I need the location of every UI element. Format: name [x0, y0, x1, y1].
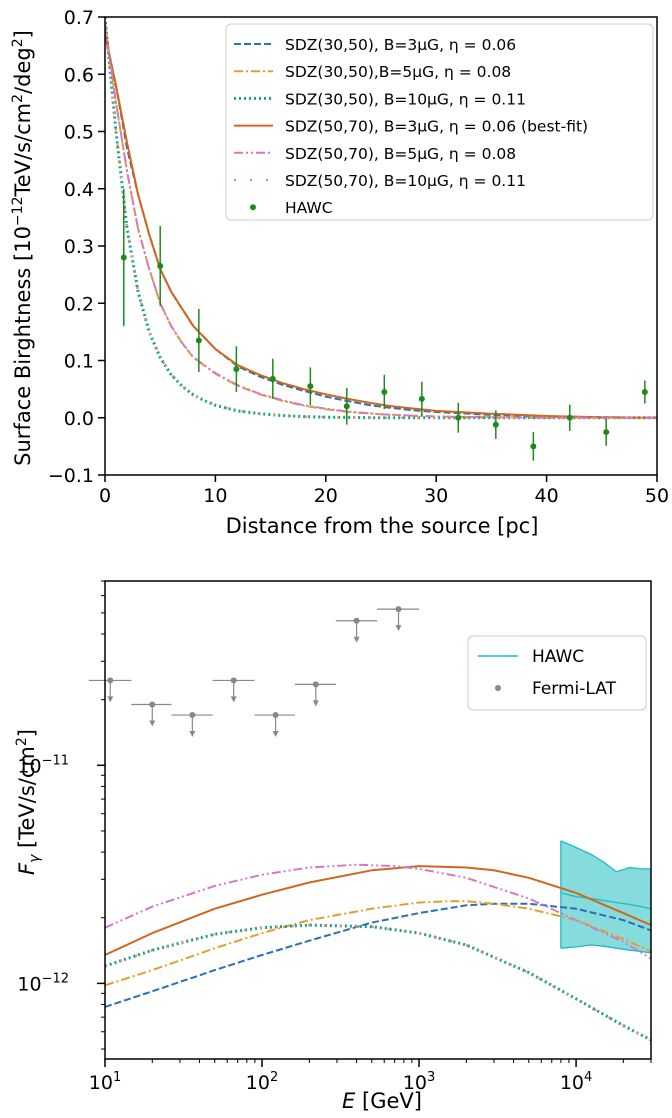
fermi-data-point: [353, 617, 360, 624]
hawc-data-point: [307, 383, 314, 390]
bottom-x-tick-label: 101: [89, 1070, 121, 1094]
top-y-tick-label: 0.7: [64, 7, 94, 29]
fermi-arrow-head: [272, 731, 279, 738]
bottom-curve-3: [105, 865, 651, 956]
flux-spectrum-panel: 101 102 103 104 10−12 10−11 HAWC Fermi-LAT E …: [14, 580, 652, 1113]
legend-series-label: SDZ(30,50),B=5μG, η = 0.08: [285, 63, 511, 81]
top-curve-2: [105, 17, 657, 420]
top-y-tick-label: 0.2: [64, 293, 94, 315]
legend-fermi-swatch: [495, 685, 501, 691]
top-x-tick-label: 10: [203, 485, 227, 507]
legend-hawc-marker: [250, 204, 256, 211]
bottom-curve-2: [105, 923, 651, 1042]
top-ticks-layer: 0 10 20 30 40 50 −0.1 0.0 0.1 0.2 0.3 0.4 0.5 0.6 0.7: [48, 7, 669, 507]
hawc-data-point: [195, 337, 202, 344]
hawc-data-point: [381, 388, 388, 395]
legend-hawc-label: HAWC: [532, 647, 584, 667]
bottom-curve-0: [105, 902, 651, 1008]
bottom-x-tick-label: 103: [403, 1070, 435, 1094]
hawc-data-point: [455, 414, 462, 421]
bottom-ticks-layer: 101 102 103 104 10−12 10−11: [17, 580, 652, 1094]
fermi-arrow-head: [189, 731, 196, 738]
hawc-band-layer: [560, 840, 652, 954]
fermi-arrow-head: [107, 696, 114, 703]
top-legend: SDZ(30,50), B=3μG, η = 0.06 SDZ(30,50),B=…: [225, 23, 654, 221]
top-y-tick-label: 0.6: [64, 64, 94, 86]
bottom-y-tick-label: 10−11: [17, 753, 69, 777]
top-y-axis-label: Surface Birghtness [10−12TeV/s/cm2/deg2]: [10, 30, 35, 466]
legend-series-label: SDZ(50,70), B=5μG, η = 0.08: [285, 145, 516, 163]
bottom-curves-layer: [105, 863, 651, 1042]
fermi-upper-limits-layer: [88, 606, 420, 738]
top-x-axis-label: Distance from the source [pc]: [226, 514, 539, 538]
bottom-y-axis-label: Fγ [TeV/s/cm2]: [14, 729, 43, 875]
fermi-data-point: [149, 701, 156, 708]
bottom-legend: HAWC Fermi-LAT: [467, 635, 647, 711]
fermi-data-point: [312, 681, 319, 688]
top-x-tick-label: 40: [535, 485, 559, 507]
fermi-data-point: [107, 677, 114, 684]
top-legend-box: [225, 23, 654, 221]
top-x-tick-label: 0: [99, 485, 111, 507]
fermi-arrow-head: [395, 625, 402, 632]
bottom-curve-4: [105, 863, 651, 960]
top-y-tick-label: 0.4: [64, 179, 94, 201]
fermi-data-point: [395, 606, 402, 613]
hawc-band-upper-edge: [560, 840, 651, 873]
fermi-arrow-head: [149, 720, 156, 727]
fermi-data-point: [230, 677, 237, 684]
surface-brightness-panel: 0 10 20 30 40 50−0.10.00.10.20.30.40.50.60.7 …: [10, 7, 669, 538]
fermi-data-point: [189, 712, 196, 719]
top-y-tick-label: 0.1: [64, 351, 94, 373]
legend-series-label: HAWC: [285, 199, 333, 217]
bottom-x-axis-label: E [GeV]: [342, 1089, 422, 1113]
bottom-plot-frame: [104, 580, 652, 1060]
top-x-tick-label: 50: [645, 485, 669, 507]
legend-fermi-label: Fermi-LAT: [532, 679, 617, 699]
bottom-curve-1: [105, 900, 651, 987]
top-x-tick-label: 30: [424, 485, 448, 507]
top-y-tick-label: 0.5: [64, 122, 94, 144]
hawc-data-point: [343, 403, 350, 410]
legend-series-label: SDZ(50,70), B=10μG, η = 0.11: [285, 172, 526, 190]
hawc-data-point: [530, 443, 537, 450]
fermi-data-point: [272, 712, 279, 719]
hawc-band-center: [560, 892, 652, 910]
top-curve-4: [105, 22, 657, 419]
hawc-data-point: [120, 254, 127, 261]
legend-series-label: SDZ(50,70), B=3μG, η = 0.06 (best-fit): [285, 118, 588, 136]
hawc-data-point: [233, 366, 240, 373]
top-hawc-points-layer: [120, 188, 648, 461]
hawc-data-point: [492, 421, 499, 428]
legend-series-label: SDZ(30,50), B=10μG, η = 0.11: [285, 90, 526, 108]
hawc-band-lower-edge: [560, 944, 652, 954]
hawc-band: [560, 840, 651, 953]
bottom-x-tick-label: 104: [560, 1070, 592, 1094]
hawc-data-point: [603, 429, 610, 436]
fermi-arrow-head: [230, 696, 237, 703]
top-y-tick-label: 0.0: [64, 408, 94, 430]
top-x-tick-label: 20: [314, 485, 338, 507]
fermi-arrow-head: [312, 700, 319, 707]
legend-series-label: SDZ(30,50), B=3μG, η = 0.06: [285, 36, 516, 54]
hawc-data-point: [157, 263, 164, 270]
hawc-data-point: [269, 375, 276, 382]
bottom-x-tick-label: 102: [246, 1070, 278, 1094]
hawc-data-point: [566, 414, 573, 421]
hawc-data-point: [641, 388, 648, 395]
fermi-arrow-head: [353, 636, 360, 643]
top-y-tick-label: −0.1: [48, 465, 94, 487]
top-y-tick-label: 0.3: [64, 236, 94, 258]
bottom-legend-box: [467, 635, 647, 711]
top-legend-items: SDZ(30,50), B=3μG, η = 0.06 SDZ(30,50),B=…: [234, 36, 588, 217]
hawc-data-point: [418, 395, 425, 402]
bottom-y-tick-label: 10−12: [17, 971, 69, 995]
